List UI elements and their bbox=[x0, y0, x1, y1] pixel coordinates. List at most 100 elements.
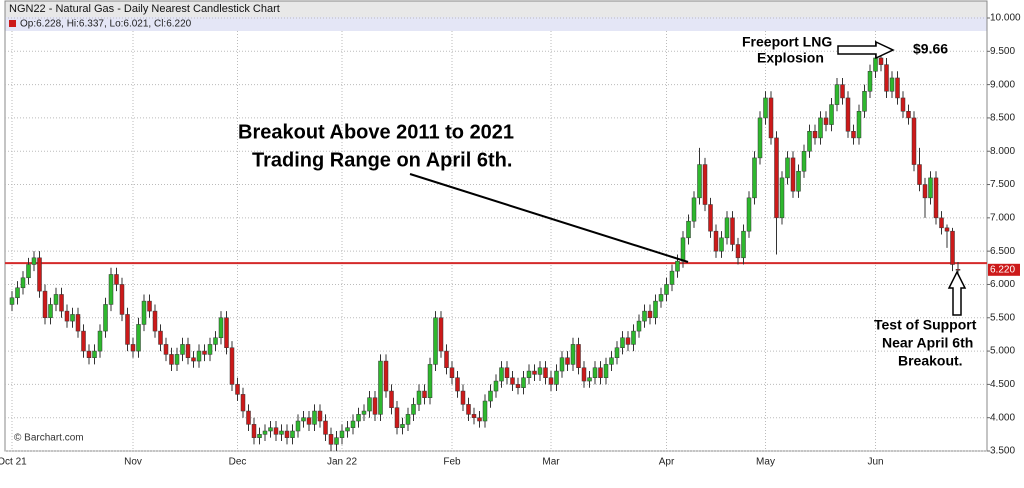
annotation-line: $9.66 bbox=[913, 41, 948, 57]
candle-body bbox=[70, 314, 75, 322]
x-tick-label: Feb bbox=[443, 457, 461, 468]
candle-body bbox=[592, 367, 598, 378]
candle-body bbox=[851, 130, 856, 139]
annotations: Breakout Above 2011 to 2021 Trading Rang… bbox=[238, 34, 977, 369]
candle-body bbox=[213, 337, 218, 345]
candle-body bbox=[653, 300, 658, 319]
candle-body bbox=[262, 430, 268, 435]
candle-body bbox=[202, 350, 207, 355]
candle-body bbox=[801, 150, 807, 172]
y-tick-label: 5.000 bbox=[990, 346, 1015, 357]
candle-body bbox=[136, 324, 141, 352]
x-tick-label: Jan 22 bbox=[327, 457, 357, 468]
candle-body bbox=[603, 364, 609, 378]
last-price-label: 6.220 bbox=[990, 264, 1015, 275]
last-price-box bbox=[988, 263, 1020, 276]
annotation-line: Breakout Above 2011 to 2021 bbox=[238, 121, 514, 143]
candle-body bbox=[114, 274, 119, 285]
y-tick-label: 5.500 bbox=[990, 312, 1015, 323]
candle-body bbox=[625, 337, 631, 345]
y-tick-label: 8.500 bbox=[990, 113, 1015, 124]
candle-body bbox=[108, 274, 114, 305]
y-tick-label: 10.000 bbox=[990, 13, 1021, 24]
candle-body bbox=[933, 177, 939, 219]
candle-body bbox=[9, 297, 15, 305]
candle-body bbox=[724, 217, 730, 239]
candle-body bbox=[950, 230, 955, 265]
candle-body bbox=[301, 417, 306, 422]
x-tick-label: Mar bbox=[542, 457, 560, 468]
candle-body bbox=[141, 300, 147, 325]
candle-body bbox=[482, 400, 488, 422]
candle-body bbox=[466, 404, 471, 415]
candle-body bbox=[81, 330, 86, 352]
candle-body bbox=[746, 197, 752, 232]
candle-body bbox=[169, 354, 174, 365]
candle-body bbox=[152, 310, 158, 332]
candle-body bbox=[394, 407, 400, 428]
candle-body bbox=[922, 184, 928, 199]
candle-body bbox=[229, 347, 235, 385]
candle-body bbox=[757, 117, 763, 159]
y-tick-label: 9.500 bbox=[990, 46, 1015, 57]
candle-body bbox=[400, 424, 405, 428]
candle-body bbox=[878, 57, 884, 65]
candle-body bbox=[97, 330, 103, 352]
candle-body bbox=[334, 437, 339, 445]
candle-body bbox=[939, 217, 944, 229]
candle-body bbox=[306, 417, 312, 425]
candle-body bbox=[92, 350, 97, 358]
candle-body bbox=[873, 57, 878, 72]
candle-body bbox=[130, 344, 136, 352]
candle-body bbox=[906, 111, 911, 119]
candle-body bbox=[207, 344, 213, 355]
candle-body bbox=[103, 304, 108, 332]
candle-body bbox=[543, 367, 548, 378]
title-bar bbox=[5, 1, 987, 17]
candle-body bbox=[790, 157, 796, 192]
candle-body bbox=[279, 430, 284, 435]
candle-body bbox=[900, 97, 906, 112]
candle-body bbox=[675, 260, 680, 272]
candle-body bbox=[664, 284, 669, 295]
candle-body bbox=[42, 290, 48, 319]
annotation-pointer bbox=[409, 173, 689, 263]
candle-body bbox=[317, 410, 323, 422]
candle-body bbox=[449, 367, 455, 378]
candle-body bbox=[444, 350, 449, 368]
candle-body bbox=[493, 380, 499, 392]
y-tick-label: 7.000 bbox=[990, 212, 1015, 223]
candle-body bbox=[218, 317, 224, 339]
candle-body bbox=[768, 97, 774, 139]
annotation-line: Near April 6th bbox=[882, 335, 973, 351]
candle-body bbox=[647, 310, 653, 319]
candle-body bbox=[917, 164, 922, 185]
plot-frame bbox=[4, 0, 988, 452]
candle-body bbox=[856, 111, 862, 139]
candle-body bbox=[719, 237, 724, 252]
candle-body bbox=[251, 424, 257, 438]
chart-title: NGN22 - Natural Gas - Daily Nearest Cand… bbox=[9, 3, 280, 15]
candle-body bbox=[884, 64, 889, 92]
annotation-arrow bbox=[947, 270, 967, 316]
candle-body bbox=[350, 420, 356, 428]
candle-body bbox=[763, 97, 768, 119]
candle-body bbox=[565, 357, 570, 365]
candle-body bbox=[422, 390, 427, 398]
candle-body bbox=[416, 390, 422, 405]
candle-body bbox=[713, 230, 719, 252]
candle-body bbox=[53, 294, 59, 305]
x-tick-label: Jun bbox=[867, 457, 883, 468]
candle-body bbox=[779, 177, 785, 219]
x-tick-label: Nov bbox=[124, 457, 142, 468]
candle-body bbox=[290, 430, 295, 438]
candle-body bbox=[862, 91, 867, 112]
candle-body bbox=[383, 360, 389, 392]
candle-body bbox=[284, 430, 290, 438]
candle-body bbox=[598, 367, 603, 378]
candle-body bbox=[174, 354, 180, 365]
candle-body bbox=[537, 367, 543, 375]
candle-body bbox=[158, 330, 163, 345]
candle-body bbox=[20, 277, 26, 289]
